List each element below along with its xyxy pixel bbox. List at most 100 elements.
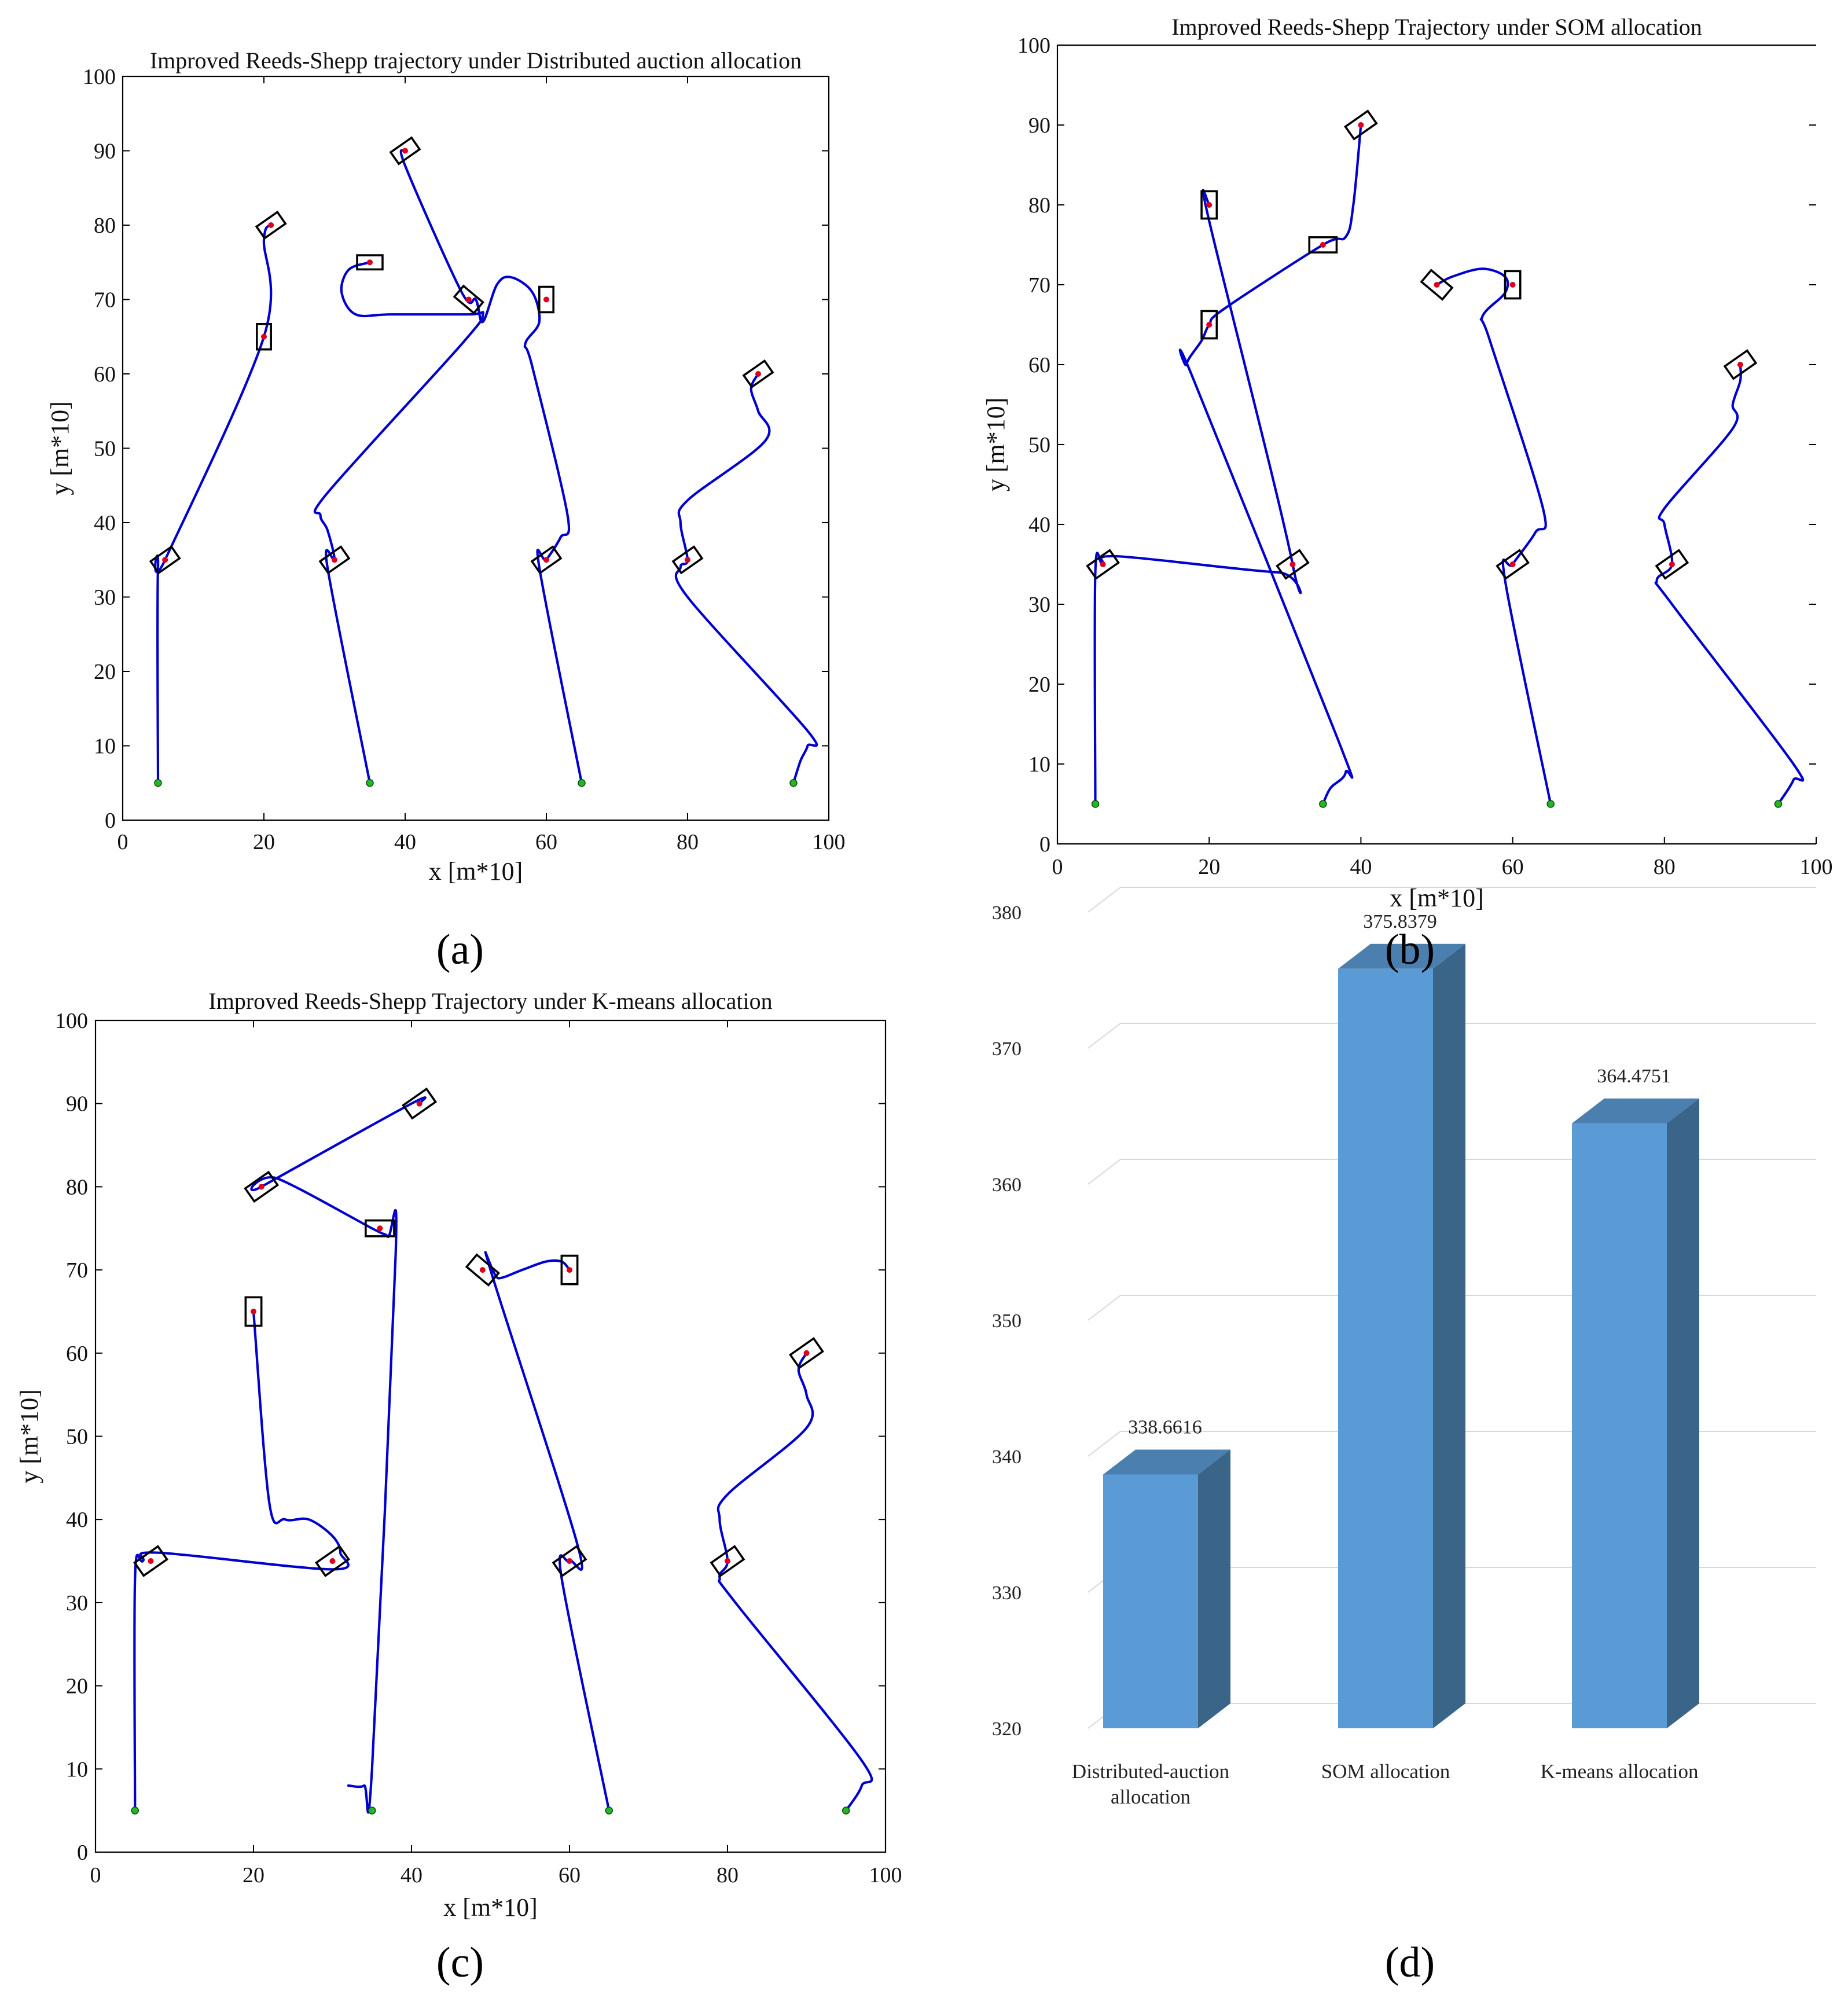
trajectory-line (133, 1310, 350, 1812)
target-point (1509, 561, 1516, 567)
panel-label-a: (a) (436, 926, 484, 974)
vehicle-box (389, 136, 421, 166)
data-label: 338.6616 (1128, 1416, 1202, 1438)
y-tick-label: 40 (66, 1508, 88, 1532)
vehicle-box (1200, 190, 1218, 220)
y-tick-label: 80 (94, 214, 116, 238)
vehicle-box (1086, 549, 1120, 580)
vehicle-box (552, 1545, 587, 1577)
target-point (377, 1225, 383, 1232)
grid-line (1088, 1023, 1816, 1049)
target-point (1206, 202, 1213, 208)
target-point (367, 259, 373, 266)
y-tick-label: 330 (992, 1582, 1022, 1604)
vehicle-box (1276, 549, 1310, 580)
bar-top (1572, 1098, 1699, 1123)
vehicle-box (315, 1545, 350, 1577)
x-tick-label: 80 (1654, 855, 1676, 879)
target-point (332, 557, 337, 563)
vehicle-box (244, 1170, 280, 1203)
y-tick-label: 350 (992, 1310, 1022, 1332)
target-point (755, 371, 761, 377)
x-axis-label: x [m*10] (443, 1893, 538, 1922)
target-point (1509, 282, 1516, 288)
target-point (268, 222, 274, 228)
vehicle-box (453, 284, 485, 315)
bar-side (1667, 1098, 1699, 1728)
vehicle-box (244, 1296, 263, 1327)
target-point (1358, 122, 1364, 128)
vehicle-box (1655, 549, 1689, 580)
chart-c: 0 10 20 30 40 50 60 70 80 90 100 0 20 40 60 80 100 Improv… (15, 988, 902, 1922)
start-point (368, 1806, 376, 1815)
target-point (1206, 322, 1213, 328)
start-point (605, 1806, 613, 1815)
bar-side (1198, 1449, 1230, 1728)
x-tick-label: 40 (394, 830, 416, 854)
grid-line (1088, 887, 1816, 913)
y-axis-label: y [m*10] (15, 1389, 43, 1483)
y-tick-label: 30 (1028, 593, 1050, 617)
y-tick-label: 30 (94, 586, 116, 610)
vehicle-box (365, 1219, 395, 1237)
y-tick-label: 20 (94, 660, 116, 684)
vehicle-box (1200, 310, 1218, 340)
target-point (1434, 282, 1440, 288)
trajectory-line (154, 223, 273, 784)
x-tick-label: 60 (1502, 855, 1524, 879)
target-point (543, 296, 549, 303)
bar-front (1338, 968, 1433, 1728)
vehicle-box (465, 1253, 500, 1287)
start-point (366, 779, 374, 787)
vehicle-box (133, 1545, 169, 1577)
trajectory-line (1435, 267, 1552, 806)
y-tick-label: 0 (77, 1841, 88, 1865)
target-point (162, 557, 168, 563)
y-tick-label: 0 (105, 809, 116, 833)
bar-top (1103, 1449, 1230, 1475)
x-tick-label: 0 (90, 1863, 101, 1887)
panel-label-d: (d) (1385, 1939, 1435, 1986)
target-point (1737, 362, 1743, 368)
chart-title: Improved Reeds-Shepp trajectory under Di… (150, 47, 802, 74)
vehicle-box (1504, 270, 1522, 300)
data-label: 364.4751 (1597, 1066, 1671, 1087)
start-point (131, 1806, 139, 1815)
category-label: SOM allocation (1321, 1760, 1450, 1783)
start-point (1774, 800, 1783, 808)
y-axis-label: y [m*10] (46, 401, 74, 495)
data-label: 375.8379 (1363, 911, 1437, 932)
x-tick-label: 20 (243, 1863, 264, 1887)
trajectory-line (1178, 123, 1362, 806)
y-tick-label: 90 (66, 1092, 88, 1116)
x-axis-label: x [m*10] (429, 857, 523, 886)
vehicle-box (560, 1254, 579, 1286)
category-label: K-means allocation (1540, 1760, 1698, 1783)
x-tick-label: 0 (117, 830, 128, 854)
y-tick-label: 40 (1028, 513, 1050, 537)
x-tick-label: 20 (253, 830, 275, 854)
vehicle-box (742, 359, 774, 389)
x-tick-label: 20 (1198, 855, 1220, 879)
category-label: Distributed-auction (1072, 1760, 1229, 1783)
y-tick-label: 10 (94, 734, 116, 759)
y-tick-label: 320 (992, 1718, 1022, 1740)
vehicle-box (318, 545, 351, 575)
y-tick-label: 10 (1028, 752, 1050, 777)
y-tick-label: 20 (66, 1674, 88, 1699)
target-point (251, 1308, 256, 1314)
y-tick-label: 80 (1028, 193, 1050, 218)
vehicle-box (530, 545, 563, 575)
trajectory-line (250, 1096, 427, 1814)
target-point (329, 1558, 336, 1564)
start-point (1091, 800, 1100, 808)
panel-label-c: (c) (436, 1939, 484, 1986)
chart-title: Improved Reeds-Shepp Trajectory under SO… (1171, 14, 1702, 40)
vehicle-box (1420, 269, 1454, 301)
start-point (578, 779, 586, 787)
target-point (479, 1267, 486, 1273)
y-tick-label: 90 (1028, 113, 1050, 138)
vehicle-box (149, 545, 181, 575)
target-point (258, 1184, 264, 1190)
